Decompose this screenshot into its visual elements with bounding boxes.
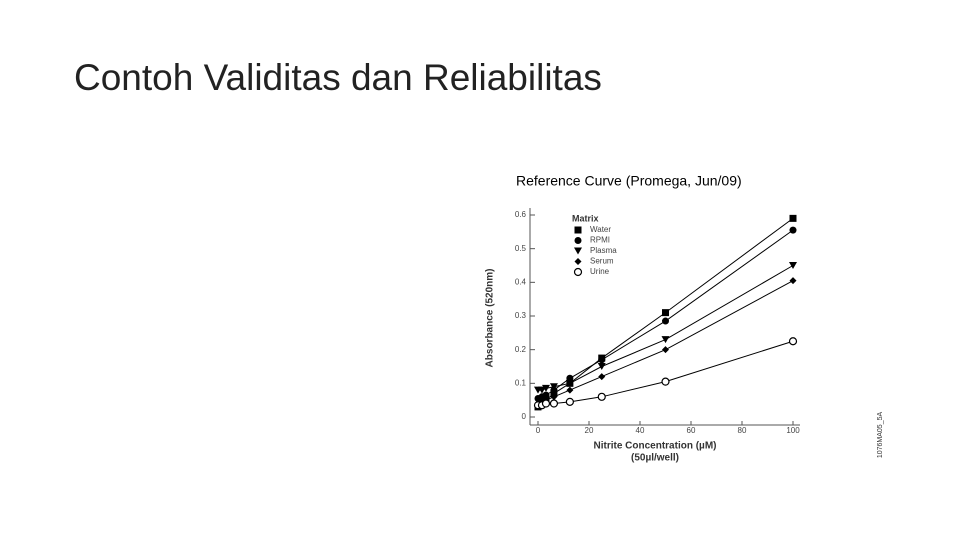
y-tick-label: 0.1 bbox=[515, 378, 527, 387]
x-tick-label: 20 bbox=[585, 426, 594, 435]
legend-label: Plasma bbox=[590, 246, 617, 255]
y-tick-label: 0 bbox=[522, 412, 527, 421]
data-point bbox=[661, 377, 670, 386]
y-tick-label: 0.4 bbox=[515, 277, 527, 286]
legend-label: Water bbox=[590, 225, 611, 234]
data-point bbox=[549, 399, 559, 408]
data-point bbox=[662, 346, 669, 354]
data-point bbox=[541, 399, 551, 408]
legend-marker bbox=[574, 226, 582, 234]
data-point bbox=[597, 363, 606, 370]
y-tick-label: 0.2 bbox=[515, 345, 527, 354]
legend-label: Urine bbox=[590, 267, 610, 276]
data-point bbox=[662, 317, 669, 325]
x-tick-label: 100 bbox=[786, 426, 800, 435]
legend-label: Serum bbox=[590, 257, 614, 266]
legend-label: RPMI bbox=[590, 236, 610, 245]
data-point bbox=[789, 226, 797, 234]
series-line bbox=[538, 265, 794, 391]
y-tick-label: 0.5 bbox=[515, 244, 527, 253]
data-point bbox=[788, 337, 798, 346]
figure-code: 1076MA05_5A bbox=[877, 412, 884, 459]
slide-title: Contoh Validitas dan Reliabilitas bbox=[74, 57, 602, 98]
data-point bbox=[661, 336, 670, 344]
data-point bbox=[566, 386, 574, 394]
x-axis-sublabel: (50µl/well) bbox=[631, 453, 679, 464]
legend-marker bbox=[574, 258, 582, 265]
x-tick-label: 40 bbox=[636, 426, 645, 435]
data-point bbox=[789, 277, 797, 285]
y-axis-label: Absorbance (520nm) bbox=[485, 269, 496, 368]
data-point bbox=[789, 262, 797, 269]
legend-title: Matrix bbox=[572, 213, 599, 223]
data-point bbox=[550, 393, 558, 401]
x-tick-label: 80 bbox=[738, 426, 747, 435]
data-point bbox=[565, 379, 574, 387]
data-point bbox=[597, 392, 606, 401]
data-point bbox=[598, 373, 606, 381]
legend-marker bbox=[574, 237, 582, 244]
y-tick-label: 0.3 bbox=[515, 311, 527, 320]
data-point bbox=[549, 383, 558, 391]
x-tick-label: 0 bbox=[536, 426, 541, 435]
legend-marker bbox=[573, 267, 583, 277]
data-point bbox=[565, 397, 574, 406]
y-tick-label: 0.6 bbox=[515, 210, 527, 219]
data-point bbox=[662, 309, 669, 317]
data-point bbox=[542, 391, 550, 399]
data-point bbox=[541, 384, 550, 392]
x-axis-label: Nitrite Concentration (µM) bbox=[594, 441, 717, 452]
data-point bbox=[789, 214, 797, 222]
x-tick-label: 60 bbox=[687, 426, 696, 435]
data-point bbox=[598, 356, 606, 364]
legend-marker bbox=[574, 247, 582, 255]
chart-title: Reference Curve (Promega, Jun/09) bbox=[516, 173, 742, 189]
